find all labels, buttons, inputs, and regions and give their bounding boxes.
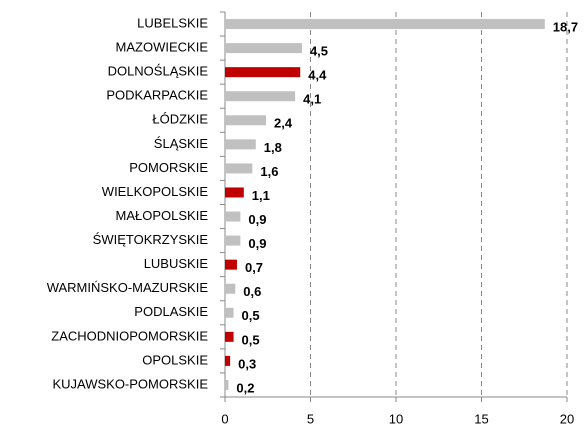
bar <box>225 43 302 54</box>
y-tick-label: KUJAWSKO-POMORSKIE <box>52 376 208 391</box>
bar <box>225 331 234 342</box>
y-tick-label: MAZOWIECKIE <box>116 40 209 55</box>
y-tick-label: LUBELSKIE <box>137 15 208 30</box>
value-label: 2,4 <box>274 116 293 131</box>
bar <box>225 211 241 222</box>
x-tick-label: 10 <box>389 411 403 426</box>
bar <box>225 91 296 102</box>
value-label: 0,9 <box>248 212 266 227</box>
bar <box>225 307 234 318</box>
y-tick-label: PODLASKIE <box>134 304 208 319</box>
value-label: 1,1 <box>252 188 270 203</box>
value-label: 18,7 <box>553 19 578 34</box>
value-label: 0,9 <box>248 236 266 251</box>
bar <box>225 163 253 174</box>
y-tick-label: DOLNOŚLĄSKIE <box>108 64 209 79</box>
y-tick-label: OPOLSKIE <box>142 352 208 367</box>
bar <box>225 139 256 150</box>
bar <box>225 379 229 390</box>
y-tick-label: PODKARPACKIE <box>106 88 208 103</box>
bar <box>225 355 231 366</box>
value-label: 4,1 <box>303 92 321 107</box>
value-label: 0,5 <box>242 308 260 323</box>
bar <box>225 19 545 30</box>
bar <box>225 235 241 246</box>
value-label: 0,5 <box>242 332 260 347</box>
bar <box>225 283 236 294</box>
y-tick-label: ŁÓDZKIE <box>152 112 208 127</box>
y-tick-label: WIELKOPOLSKIE <box>102 184 209 199</box>
y-tick-label: POMORSKIE <box>129 160 208 175</box>
value-label: 0,7 <box>245 260 263 275</box>
bar <box>225 67 301 78</box>
bar <box>225 259 237 270</box>
y-tick-label: ŚWIĘTOKRZYSKIE <box>93 232 209 247</box>
x-tick-label: 20 <box>560 411 574 426</box>
value-label: 0,6 <box>243 284 261 299</box>
bar <box>225 187 244 198</box>
y-tick-label: ZACHODNIOPOMORSKIE <box>51 328 208 343</box>
x-tick-label: 15 <box>474 411 488 426</box>
value-label: 0,2 <box>236 380 254 395</box>
value-label: 0,3 <box>238 356 256 371</box>
bar <box>225 115 267 126</box>
value-label: 4,5 <box>310 44 328 59</box>
x-tick-label: 0 <box>221 411 228 426</box>
value-label: 4,4 <box>308 68 327 83</box>
y-tick-label: MAŁOPOLSKIE <box>116 208 209 223</box>
y-tick-label: WARMIŃSKO-MAZURSKIE <box>47 280 209 295</box>
value-label: 1,6 <box>260 164 278 179</box>
y-tick-label: ŚLĄSKIE <box>154 136 209 151</box>
y-tick-label: LUBUSKIE <box>144 256 209 271</box>
value-label: 1,8 <box>264 140 282 155</box>
x-tick-label: 5 <box>307 411 314 426</box>
